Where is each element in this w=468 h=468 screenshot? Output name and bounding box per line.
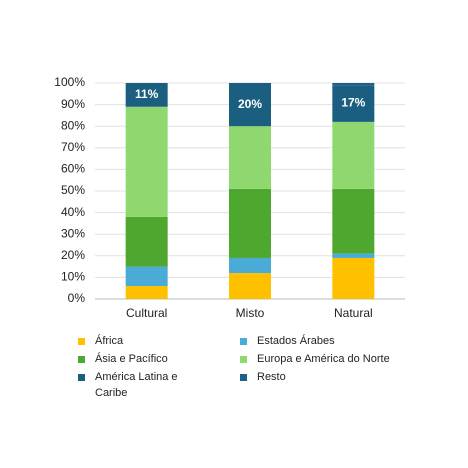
bar-segment	[229, 273, 271, 299]
bar-segment	[332, 85, 375, 122]
data-label: 20%	[238, 97, 262, 111]
bar-segment	[229, 83, 271, 127]
y-tick-label: 70%	[61, 140, 85, 154]
bar-segment	[332, 257, 375, 299]
x-tick-label: Natural	[334, 306, 373, 320]
bar-segment	[229, 126, 271, 189]
y-tick-label: 0%	[68, 291, 86, 305]
bar-segment	[125, 286, 168, 299]
bar-segment	[332, 253, 375, 258]
bar-segment	[125, 266, 168, 287]
bar-segment	[125, 216, 168, 267]
bar-segment	[332, 188, 375, 254]
data-label: 11%	[135, 87, 159, 101]
bar-segment	[229, 188, 271, 258]
x-tick-label: Misto	[236, 306, 265, 320]
data-label: 17%	[341, 96, 365, 110]
y-tick-label: 100%	[54, 75, 85, 89]
bar-segment	[125, 83, 168, 107]
y-tick-label: 40%	[61, 205, 85, 219]
bar-segment	[332, 121, 375, 189]
bar-segment	[125, 106, 168, 217]
y-tick-label: 80%	[61, 118, 85, 132]
y-tick-label: 10%	[61, 270, 85, 284]
x-tick-label: Cultural	[126, 306, 167, 320]
y-tick-label: 90%	[61, 97, 85, 111]
y-tick-label: 60%	[61, 162, 85, 176]
y-tick-label: 30%	[61, 226, 85, 240]
bar-segment	[229, 257, 271, 274]
bar-segment	[332, 83, 375, 86]
y-tick-label: 50%	[61, 183, 85, 197]
y-tick-label: 20%	[61, 248, 85, 262]
